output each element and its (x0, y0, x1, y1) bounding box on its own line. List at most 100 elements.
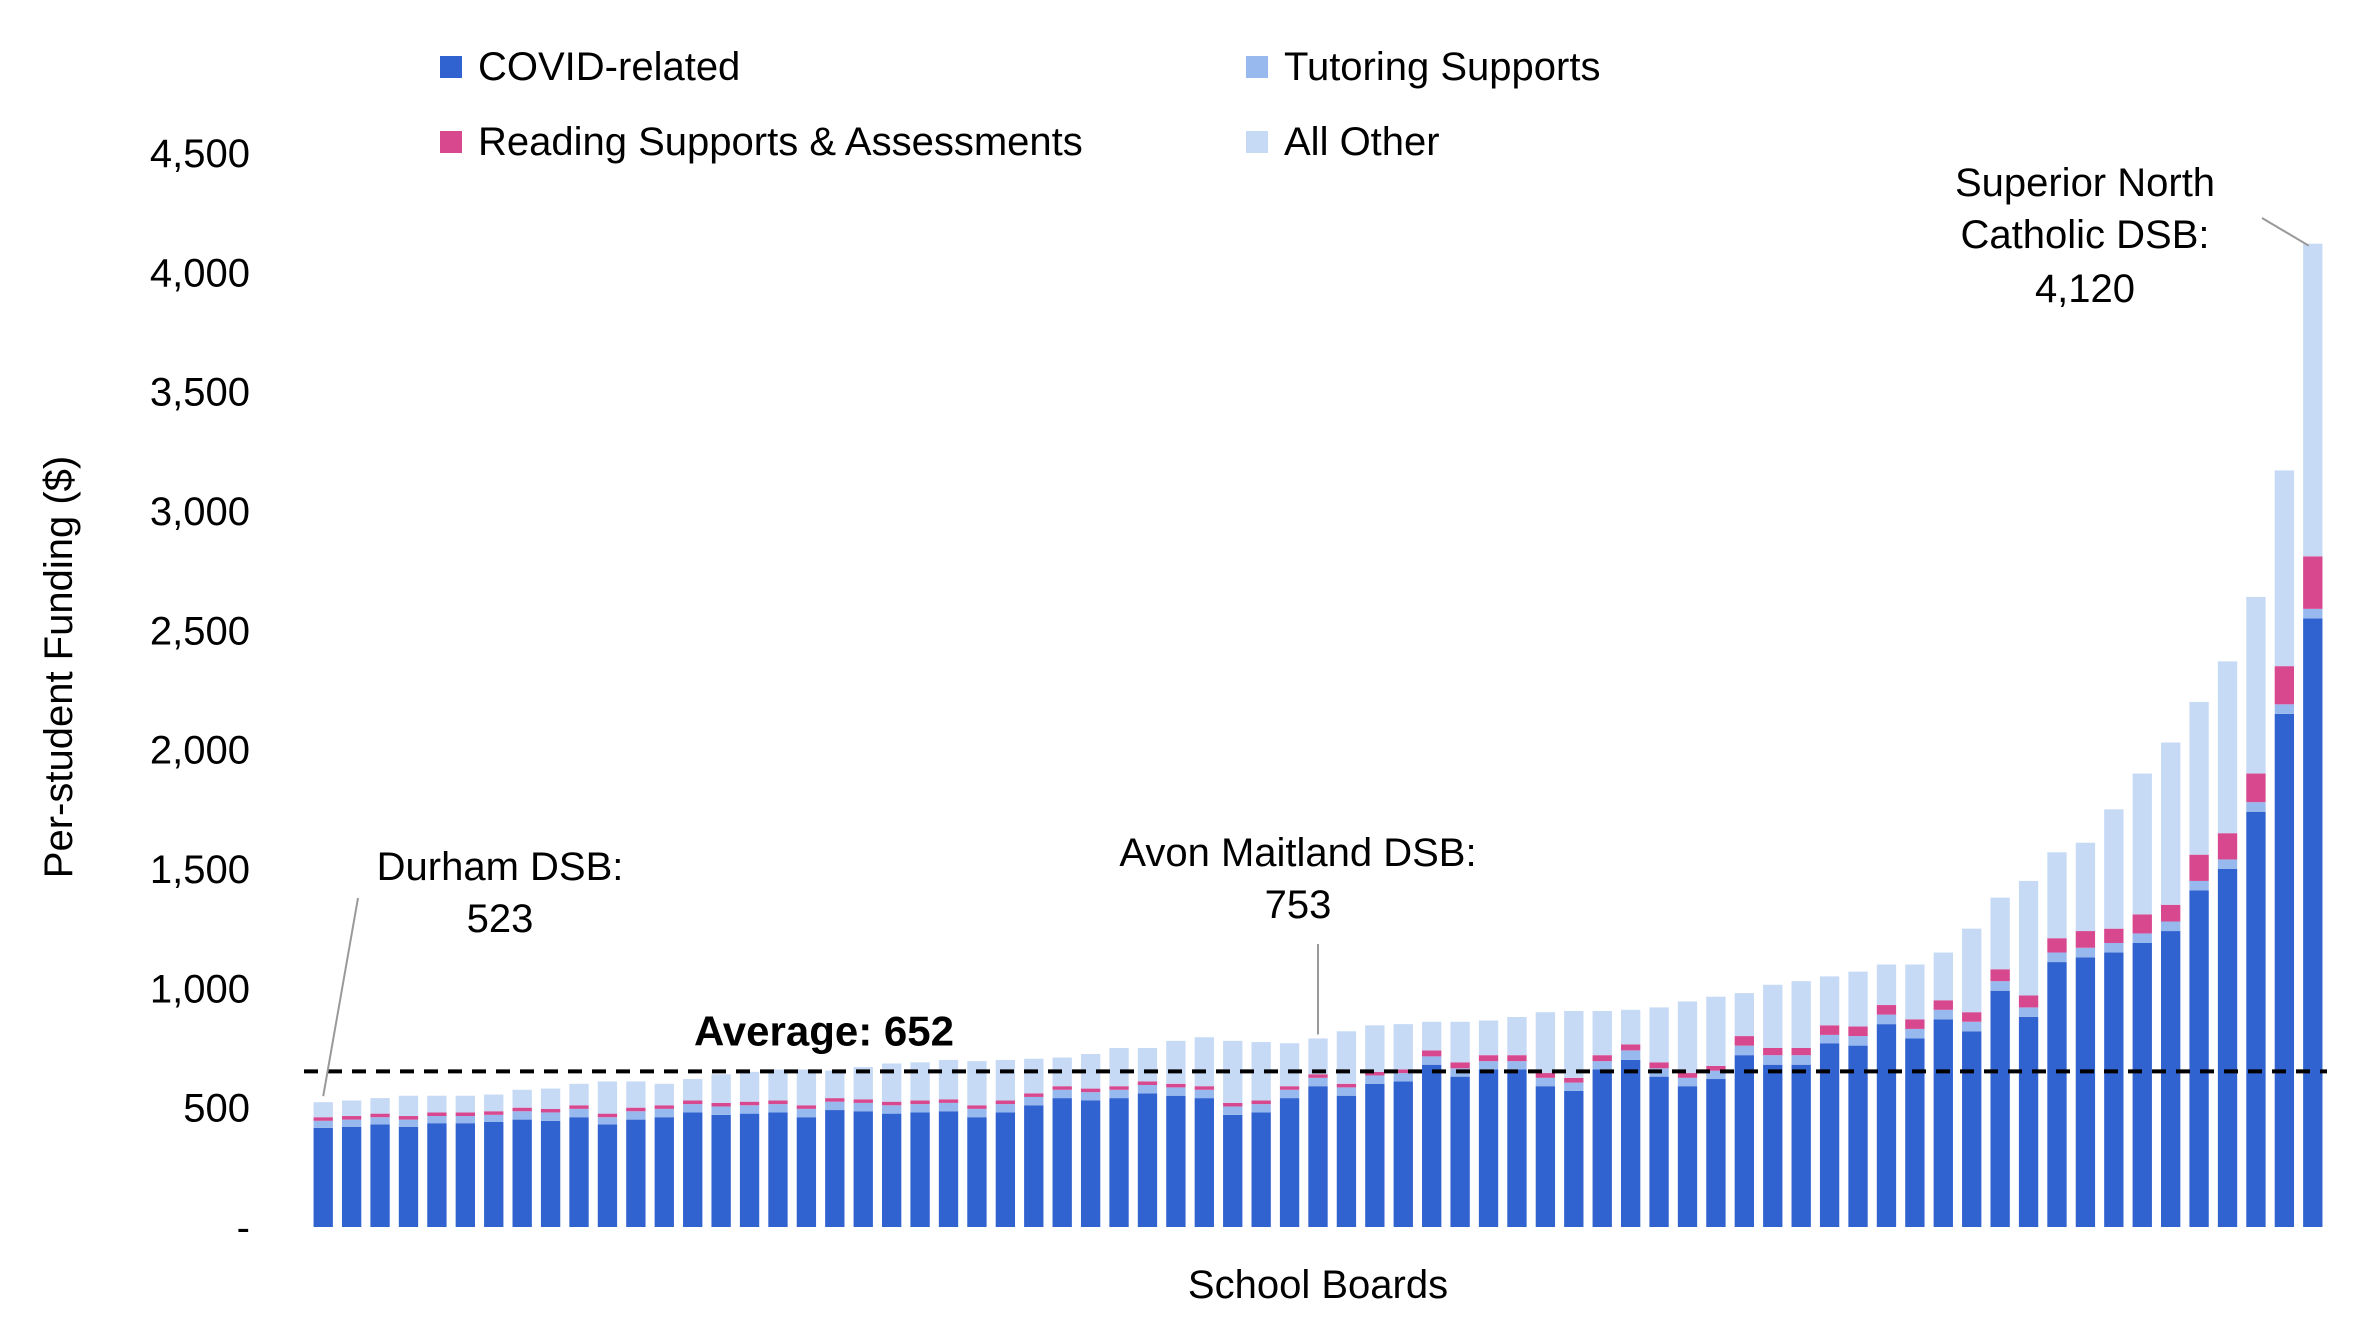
bar-segment-reading (910, 1100, 930, 1105)
bar-segment-other (1279, 1043, 1300, 1087)
bar-segment-reading (2161, 904, 2181, 922)
bar-segment-other (626, 1081, 646, 1108)
bar-segment-other (398, 1095, 419, 1117)
bar-segment-other (1763, 984, 1783, 1048)
legend-label-other: All Other (1284, 120, 1440, 164)
bar-segment-tutoring (654, 1108, 674, 1118)
bar-segment-other (2274, 470, 2295, 667)
annotation-superior-north-value: 4,120 (2035, 267, 2135, 311)
bar-segment-tutoring (2104, 942, 2124, 953)
bar-segment-reading (796, 1105, 817, 1109)
bar-segment-other (1620, 1009, 1641, 1045)
bar-segment-other (995, 1059, 1016, 1101)
legend: COVID-related Tutoring Supports Reading … (440, 45, 1600, 164)
bar-segment-other (512, 1089, 532, 1108)
bar-segment-tutoring (825, 1101, 845, 1111)
bar-segment-covid (597, 1124, 618, 1227)
bar-segment-other (1535, 1012, 1556, 1074)
bar-segment-covid (2303, 618, 2323, 1227)
bar-segment-tutoring (1620, 1050, 1641, 1060)
annotation-avon-maitland-name: Avon Maitland DSB: (1119, 831, 1476, 875)
bar-segment-reading (1024, 1093, 1044, 1097)
bar-segment-other (1422, 1021, 1442, 1051)
annotation-durham-leader (322, 897, 359, 1097)
bar-segment-tutoring (683, 1104, 703, 1113)
y-axis-title: Per-student Funding ($) (37, 456, 81, 878)
bar-segment-covid (1024, 1105, 1044, 1227)
bar-segment-tutoring (1137, 1084, 1158, 1094)
bar-segment-tutoring (1336, 1087, 1357, 1096)
bars (313, 243, 2323, 1227)
bar-segment-tutoring (1876, 1014, 1897, 1025)
bar-segment-other (1251, 1042, 1271, 1101)
bar-segment-other (1905, 964, 1925, 1020)
bar-segment-tutoring (1166, 1087, 1186, 1096)
bar-segment-covid (1194, 1098, 1214, 1227)
bar-segment-reading (1905, 1019, 1925, 1029)
y-tick-label: 1,000 (150, 967, 250, 1011)
bar-segment-reading (1763, 1048, 1783, 1056)
bar-segment-covid (1478, 1069, 1499, 1227)
bar-segment-reading (1507, 1055, 1527, 1062)
bar-segment-other (739, 1071, 760, 1102)
bar-segment-reading (2132, 914, 2152, 934)
bar-segment-covid (938, 1111, 959, 1227)
bar-segment-reading (1223, 1102, 1243, 1107)
bar-segment-reading (1422, 1050, 1442, 1057)
y-tick-label: 4,500 (150, 132, 250, 176)
bar-segment-reading (739, 1101, 760, 1106)
bar-segment-covid (1308, 1086, 1328, 1227)
bar-segment-reading (1194, 1086, 1214, 1090)
bar-segment-tutoring (313, 1120, 333, 1128)
bar-segment-covid (1990, 990, 2010, 1227)
bar-segment-other (1962, 928, 1982, 1013)
bar-segment-other (938, 1059, 959, 1100)
bar-segment-covid (1450, 1076, 1470, 1227)
bar-segment-tutoring (2217, 859, 2238, 869)
bar-segment-covid (1080, 1100, 1101, 1227)
bar-segment-covid (1393, 1081, 1413, 1227)
legend-item-other: All Other (1246, 120, 1440, 164)
bar-segment-reading (1052, 1086, 1072, 1090)
bar-segment-tutoring (2132, 933, 2152, 943)
bar-segment-other (2217, 661, 2238, 834)
bar-segment-reading (512, 1107, 532, 1112)
bar-segment-other (1734, 993, 1754, 1037)
y-tick-label: 1,500 (150, 848, 250, 892)
bar-segment-covid (1137, 1093, 1158, 1227)
bar-segment-tutoring (370, 1117, 390, 1125)
bar-segment-covid (1592, 1069, 1612, 1227)
bar-segment-covid (683, 1112, 703, 1227)
annotation-durham-name: Durham DSB: (377, 845, 624, 889)
bar-segment-reading (1535, 1073, 1556, 1078)
bar-segment-covid (398, 1126, 419, 1227)
bar-segment-covid (1109, 1098, 1129, 1227)
annotation-durham-value: 523 (467, 897, 534, 941)
bar-segment-other (1024, 1058, 1044, 1094)
bar-segment-covid (2217, 869, 2238, 1227)
bar-segment-covid (967, 1117, 987, 1227)
bar-segment-covid (654, 1117, 674, 1227)
legend-item-tutoring: Tutoring Supports (1246, 45, 1600, 89)
bar-segment-other (796, 1069, 817, 1106)
bar-segment-covid (1962, 1031, 1982, 1227)
bar-segment-reading (1592, 1055, 1612, 1062)
bar-segment-covid (1706, 1079, 1726, 1227)
bar-segment-covid (2047, 962, 2067, 1227)
bar-segment-tutoring (1052, 1089, 1072, 1099)
bar-segment-reading (2018, 995, 2039, 1008)
bar-segment-reading (1251, 1100, 1271, 1105)
bar-segment-tutoring (455, 1116, 475, 1124)
bar-segment-reading (1734, 1036, 1754, 1046)
bar-segment-other (882, 1063, 902, 1102)
bar-segment-reading (2217, 833, 2238, 860)
bar-segment-tutoring (967, 1108, 987, 1118)
bar-segment-reading (540, 1108, 561, 1113)
y-tick-label: 3,000 (150, 490, 250, 534)
bar-segment-other (2104, 809, 2124, 929)
bar-segment-reading (1819, 1025, 1840, 1035)
y-tick-label: - (237, 1206, 250, 1250)
bar-segment-other (1507, 1016, 1527, 1056)
y-tick-label: 4,000 (150, 251, 250, 295)
bar-segment-tutoring (1592, 1061, 1612, 1070)
